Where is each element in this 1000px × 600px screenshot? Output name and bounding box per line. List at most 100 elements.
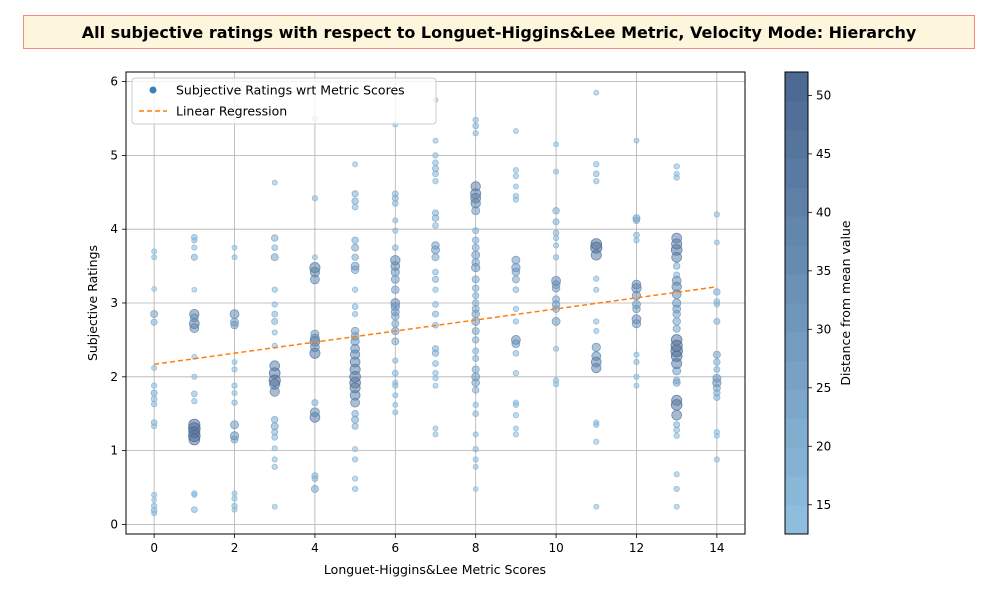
- data-point: [472, 116, 479, 124]
- data-point: [271, 301, 278, 308]
- y-tick-label: 3: [110, 296, 118, 310]
- colorbar-tick-label: 50: [816, 88, 831, 102]
- data-point: [471, 275, 480, 284]
- colorbar-band: [785, 72, 808, 102]
- x-tick-label: 10: [548, 541, 563, 555]
- data-point: [231, 244, 238, 251]
- data-point: [672, 324, 681, 333]
- data-point: [670, 344, 683, 358]
- data-point: [231, 495, 238, 502]
- data-point: [432, 375, 439, 382]
- data-point: [270, 253, 279, 262]
- colorbar-band: [785, 158, 808, 188]
- data-point: [512, 172, 520, 180]
- legend-label-scatter: Subjective Ratings wrt Metric Scores: [176, 83, 405, 98]
- data-point: [191, 398, 198, 405]
- data-point: [432, 369, 439, 377]
- data-point: [633, 231, 640, 239]
- data-point: [512, 128, 519, 134]
- data-point: [231, 366, 238, 373]
- data-point: [590, 356, 602, 368]
- data-point: [432, 178, 439, 185]
- data-point: [633, 373, 640, 380]
- data-point: [472, 386, 480, 394]
- colorbar-label: Distance from mean value: [838, 220, 853, 386]
- colorbar-tick-label: 40: [816, 205, 831, 219]
- legend-box: [131, 77, 437, 125]
- colorbar-band: [785, 187, 808, 217]
- colorbar: 15 20 25 30 35 40 45 50 Distance from mean valu…: [784, 71, 853, 535]
- data-point: [351, 310, 359, 318]
- data-point: [271, 179, 278, 186]
- data-point: [431, 214, 440, 222]
- data-point: [471, 309, 480, 319]
- data-point: [471, 317, 481, 326]
- data-point: [191, 490, 198, 497]
- data-point: [432, 382, 439, 389]
- colorbar-ticks: 15 20 25 30 35 40 45 50: [808, 88, 831, 512]
- data-point: [432, 137, 439, 144]
- colorbar-band: [785, 505, 808, 535]
- colorbar-tick-label: 20: [816, 439, 831, 453]
- data-point: [432, 165, 439, 173]
- colorbar-tick-label: 35: [816, 264, 831, 278]
- x-tick-label: 4: [311, 541, 319, 555]
- data-point: [391, 285, 400, 294]
- data-point: [593, 503, 600, 510]
- data-point: [271, 415, 279, 424]
- data-point: [150, 395, 158, 403]
- data-point: [392, 217, 399, 224]
- data-point: [472, 284, 480, 292]
- data-point: [231, 359, 238, 365]
- data-point: [472, 347, 480, 355]
- data-point: [392, 409, 399, 416]
- colorbar-tick-label: 30: [816, 322, 831, 336]
- data-point: [271, 286, 278, 293]
- data-point: [673, 503, 680, 510]
- data-point: [191, 234, 198, 241]
- colorbar-band: [785, 360, 808, 390]
- data-point: [392, 392, 399, 399]
- data-point: [432, 301, 439, 308]
- data-point: [511, 335, 521, 345]
- data-point: [512, 167, 519, 174]
- data-point: [593, 421, 600, 428]
- data-point: [351, 203, 359, 211]
- data-point: [191, 506, 198, 513]
- data-point: [512, 192, 520, 200]
- data-point: [191, 286, 198, 293]
- data-point: [512, 425, 519, 432]
- data-point: [271, 317, 279, 325]
- data-point: [512, 401, 520, 408]
- colorbar-frame: [784, 71, 809, 535]
- data-point: [631, 314, 642, 325]
- chart-title: All subjective ratings with respect to L…: [23, 15, 975, 49]
- x-tick-label: 6: [391, 541, 399, 555]
- regression-line: [154, 286, 717, 365]
- data-point: [713, 211, 720, 218]
- data-point: [593, 89, 600, 96]
- data-point: [230, 420, 239, 430]
- data-point: [231, 254, 238, 261]
- data-point: [230, 317, 239, 327]
- data-point: [713, 429, 720, 436]
- y-tick-label: 1: [110, 444, 118, 458]
- data-point: [472, 446, 479, 453]
- data-point: [593, 328, 600, 335]
- data-point: [672, 298, 682, 308]
- data-point: [673, 485, 680, 493]
- data-point: [351, 422, 359, 430]
- data-point: [632, 214, 641, 223]
- data-point: [671, 409, 682, 421]
- colorbar-tick-label: 45: [816, 147, 831, 161]
- data-point: [673, 163, 680, 170]
- data-point: [191, 373, 198, 380]
- data-point: [553, 168, 560, 175]
- data-point: [309, 347, 321, 359]
- data-point: [352, 475, 359, 482]
- data-point: [471, 365, 480, 374]
- data-point: [271, 234, 279, 242]
- colorbar-band: [785, 476, 808, 506]
- data-point: [512, 286, 520, 294]
- data-point: [271, 310, 279, 318]
